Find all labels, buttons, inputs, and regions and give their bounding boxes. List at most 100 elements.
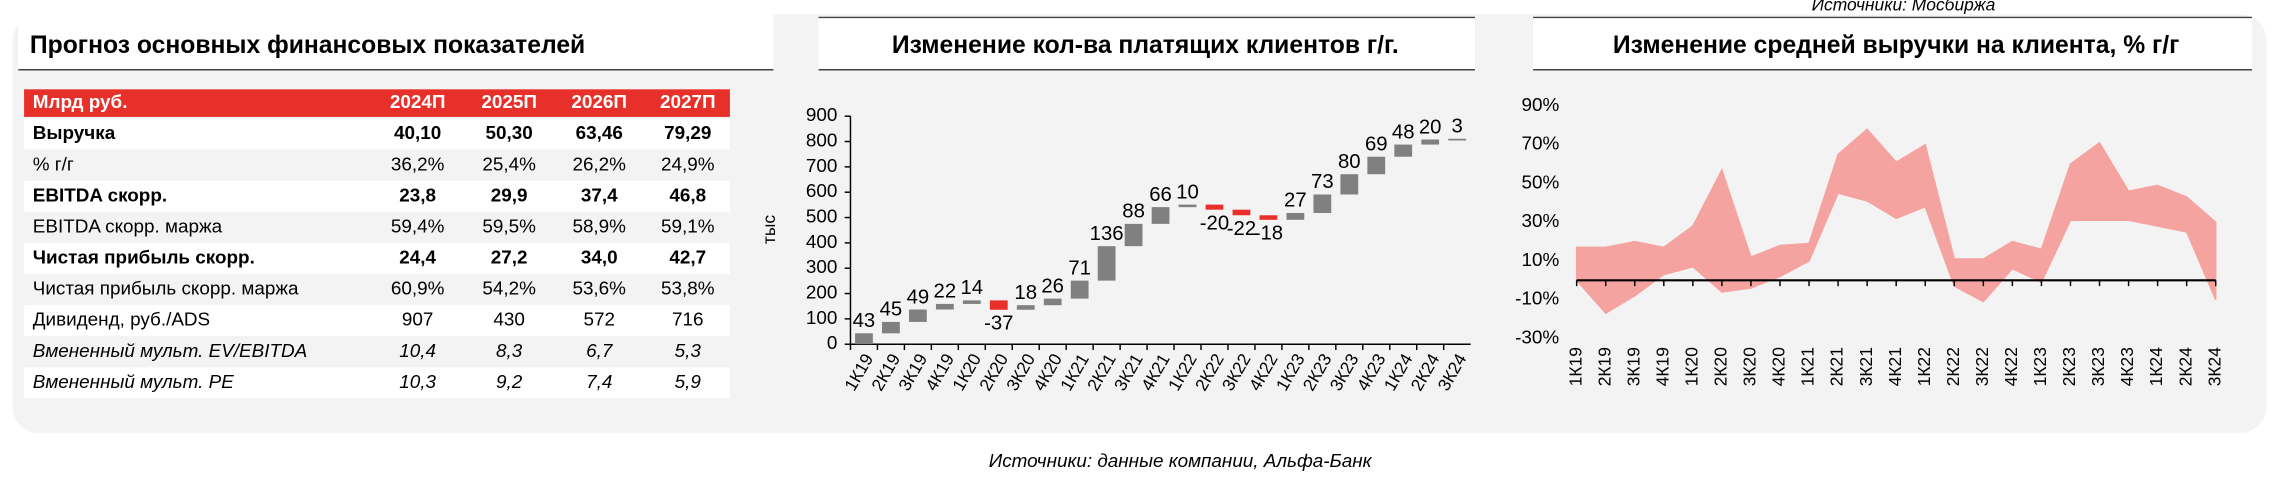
- table-cell: 79,29: [664, 123, 711, 144]
- waterfall-bar: [1151, 207, 1170, 224]
- data-label: 66: [1149, 184, 1172, 206]
- y-tick-label: 800: [806, 131, 838, 152]
- waterfall-bar: [1124, 223, 1143, 247]
- table-cell: % г/г: [33, 154, 74, 175]
- table-cell: 59,1%: [661, 216, 715, 237]
- table-cell: 10,4: [399, 341, 436, 362]
- table-cell: 59,4%: [391, 216, 445, 237]
- table-header-cell: 2025П: [481, 92, 537, 113]
- y-tick-label: 0: [827, 333, 838, 354]
- data-label: 71: [1068, 257, 1091, 279]
- waterfall-bar: [1367, 156, 1386, 175]
- table-cell: 29,9: [491, 185, 528, 206]
- data-label: -20: [1200, 213, 1229, 235]
- data-label: -37: [984, 313, 1013, 335]
- waterfall-bar: [1394, 144, 1413, 157]
- table-cell: Дивиденд, руб./ADS: [33, 310, 210, 331]
- y-tick-label: 900: [806, 105, 838, 126]
- table-cell: 60,9%: [391, 279, 445, 300]
- table-cell: 5,9: [675, 372, 702, 393]
- table-cell: 46,8: [669, 185, 706, 206]
- data-label: 80: [1338, 151, 1361, 173]
- y-axis-label: тыс: [759, 215, 779, 244]
- table-cell: 430: [493, 310, 525, 331]
- table-row-bg: [24, 118, 730, 150]
- x-tick-label: 2К21: [1827, 347, 1847, 386]
- waterfall-bar: [1286, 212, 1305, 220]
- waterfall-bar: [1421, 139, 1440, 145]
- data-label: 73: [1311, 171, 1334, 193]
- y-tick-label: 300: [806, 257, 838, 278]
- table-row-bg: [24, 211, 730, 243]
- x-tick-label: 3К21: [1856, 347, 1876, 386]
- table-cell: 50,30: [486, 123, 533, 144]
- title-box: [1533, 17, 2253, 70]
- table-cell: 7,4: [586, 372, 612, 393]
- table-cell: Чистая прибыль скорр.: [33, 248, 255, 269]
- data-label: 88: [1122, 201, 1145, 223]
- y-tick-label: 70%: [1521, 134, 1559, 155]
- data-label: 136: [1090, 223, 1124, 245]
- table-cell: Чистая прибыль скорр. маржа: [33, 279, 299, 300]
- x-tick-label: 1К22: [1914, 347, 1934, 386]
- y-tick-label: 50%: [1521, 172, 1559, 193]
- x-tick-label: 4К20: [1769, 347, 1789, 386]
- x-tick-label: 1К24: [2146, 347, 2166, 387]
- data-label: 26: [1041, 275, 1064, 297]
- x-tick-label: 4К23: [2117, 347, 2137, 386]
- table-header-cell: 2026П: [571, 92, 627, 113]
- y-tick-label: -30%: [1515, 327, 1559, 348]
- table-cell: Вмененный мульт. EV/EBITDA: [33, 341, 307, 362]
- x-tick-label: 1К23: [2030, 347, 2050, 386]
- x-tick-label: 2К24: [2175, 347, 2195, 387]
- y-tick-label: 400: [806, 232, 838, 253]
- x-tick-label: 3К19: [1623, 347, 1643, 386]
- table-cell: 25,4%: [482, 154, 536, 175]
- x-tick-label: 1К21: [1798, 347, 1818, 386]
- y-tick-label: 100: [806, 308, 838, 329]
- table-cell: 8,3: [496, 341, 523, 362]
- table-row-bg: [24, 336, 730, 368]
- y-tick-label: 30%: [1521, 211, 1559, 232]
- table-row-bg: [24, 274, 730, 306]
- data-label: 48: [1392, 121, 1415, 143]
- waterfall-bar: [1016, 305, 1035, 310]
- waterfall-bar: [962, 300, 981, 304]
- x-tick-label: 4К19: [1652, 347, 1672, 386]
- data-label: 20: [1419, 116, 1442, 138]
- x-tick-label: 4К22: [2001, 347, 2021, 386]
- table-cell: 5,3: [675, 341, 702, 362]
- waterfall-bar: [1313, 194, 1332, 213]
- table-header-cell: 2024П: [390, 92, 446, 113]
- table-row-bg: [24, 149, 730, 181]
- table-cell: 34,0: [581, 248, 618, 269]
- table-cell: 59,5%: [482, 216, 536, 237]
- y-tick-label: 700: [806, 156, 838, 177]
- x-tick-label: 2К20: [1711, 347, 1731, 386]
- table-row-bg: [24, 180, 730, 212]
- waterfall-bar: [908, 309, 927, 322]
- x-tick-label: 4К21: [1885, 347, 1905, 386]
- data-label: 69: [1365, 133, 1388, 155]
- data-label: 45: [880, 299, 903, 321]
- table-cell: 716: [672, 310, 704, 331]
- waterfall-bar: [1205, 204, 1224, 210]
- table-cell: Вмененный мульт. PE: [33, 372, 234, 393]
- chart-title: Изменение кол-ва платящих клиентов г/г.: [892, 32, 1399, 59]
- x-tick-label: 3К20: [1740, 347, 1760, 386]
- y-tick-label: 200: [806, 283, 838, 304]
- table-cell: 24,4: [399, 248, 436, 269]
- table-cell: 907: [402, 310, 434, 331]
- table-cell: EBITDA скорр.: [33, 185, 167, 206]
- table-cell: 36,2%: [391, 154, 445, 175]
- waterfall-bar: [1097, 246, 1116, 281]
- chart-title: Изменение средней выручки на клиента, % …: [1613, 32, 2180, 59]
- waterfall-bar: [1070, 280, 1089, 299]
- x-tick-label: 3К22: [1972, 347, 1992, 386]
- table-header-cell: 2027П: [660, 92, 716, 113]
- table-cell: 24,9%: [661, 154, 715, 175]
- y-tick-label: 600: [806, 181, 838, 202]
- table-cell: 53,8%: [661, 279, 715, 300]
- top-note: Источники: Мосбиржа: [1812, 0, 1996, 14]
